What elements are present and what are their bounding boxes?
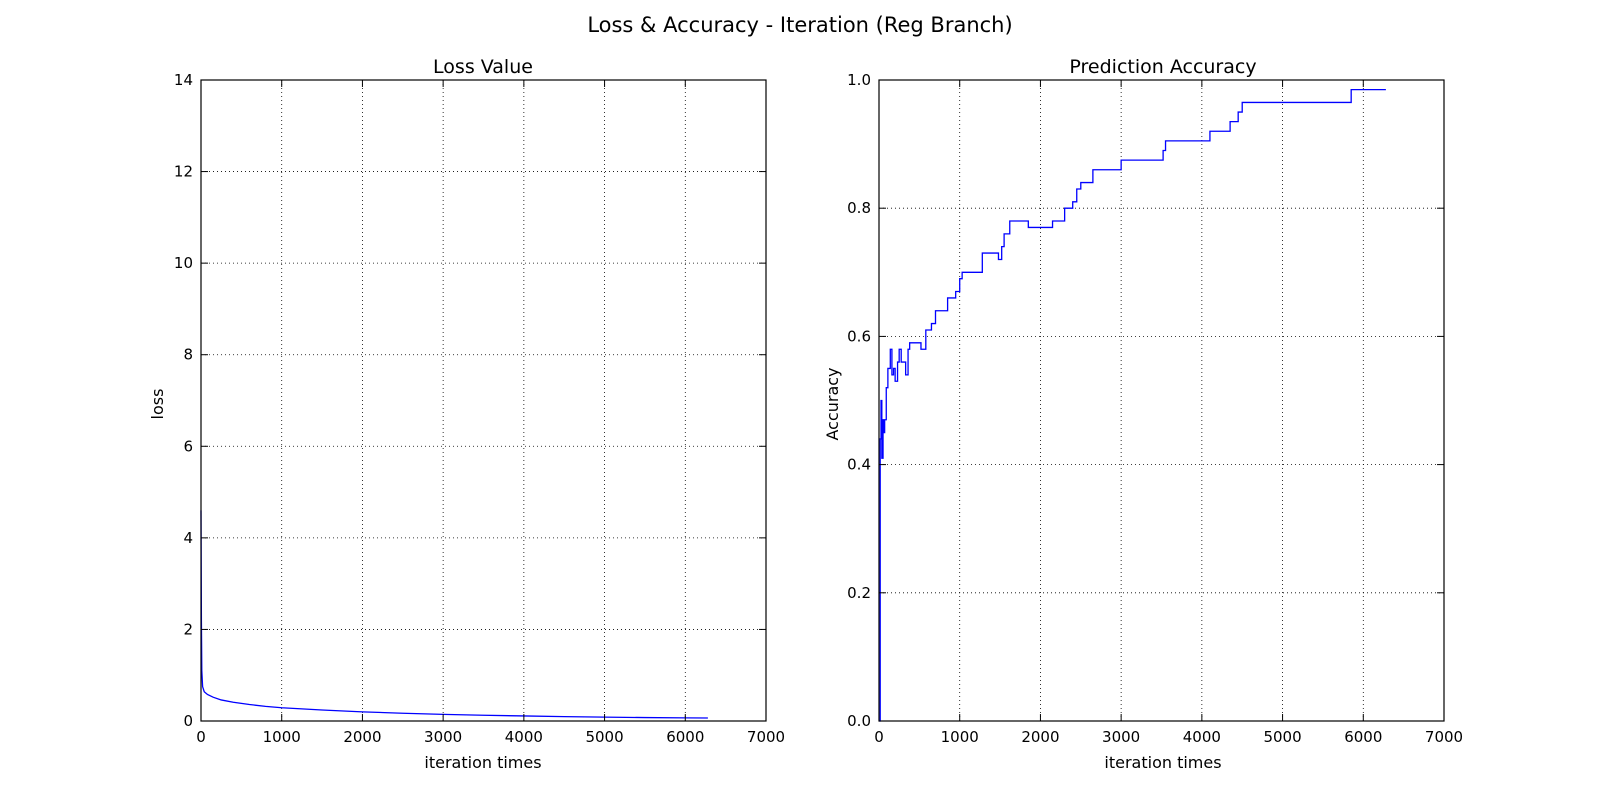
accuracy-chart-plot-area	[878, 79, 1445, 722]
accuracy-chart-x-tick-label: 2000	[1021, 728, 1059, 746]
loss-chart-x-tick-label: 3000	[424, 728, 462, 746]
loss-chart-x-tick-label: 4000	[505, 728, 543, 746]
loss-chart-x-tick-label: 0	[196, 728, 206, 746]
accuracy-chart-x-tick-label: 1000	[941, 728, 979, 746]
loss-chart-y-tick-label: 2	[183, 620, 193, 638]
loss-chart-y-axis-label: loss	[148, 389, 167, 420]
accuracy-chart-y-tick-label: 0.0	[847, 712, 871, 730]
loss-chart-y-tick-label: 4	[183, 529, 193, 547]
accuracy-chart-x-tick-label: 3000	[1102, 728, 1140, 746]
accuracy-chart-series-line	[879, 88, 1386, 722]
loss-chart-y-tick-label: 8	[183, 346, 193, 364]
accuracy-chart-x-tick-label: 0	[874, 728, 884, 746]
accuracy-chart-y-tick-label: 0.2	[847, 584, 871, 602]
loss-chart-y-tick-label: 10	[174, 254, 193, 272]
accuracy-chart-y-tick-label: 1.0	[847, 71, 871, 89]
loss-chart-x-axis-label: iteration times	[424, 753, 541, 772]
accuracy-chart-title: Prediction Accuracy	[1069, 56, 1256, 78]
accuracy-chart-x-tick-label: 5000	[1263, 728, 1301, 746]
loss-chart: Loss Value 0 1000 2000 3000 4000 5000 6000 7000…	[148, 56, 785, 772]
accuracy-chart-y-tick-label: 0.4	[847, 456, 871, 474]
accuracy-chart-y-ticks: 0.0 0.2 0.4 0.6 0.8 1.0	[847, 71, 1444, 730]
accuracy-chart-axes-frame	[878, 79, 1445, 722]
loss-chart-x-tick-label: 2000	[343, 728, 381, 746]
accuracy-chart-y-tick-label: 0.8	[847, 199, 871, 217]
loss-chart-x-tick-label: 5000	[585, 728, 623, 746]
accuracy-chart: Prediction Accuracy 0 1000 2000 3000 4000 500…	[823, 56, 1463, 772]
loss-chart-x-tick-label: 7000	[747, 728, 785, 746]
loss-chart-series-line	[200, 510, 708, 719]
accuracy-chart-x-axis-label: iteration times	[1104, 753, 1221, 772]
loss-chart-y-tick-label: 0	[183, 712, 193, 730]
loss-chart-x-tick-label: 6000	[666, 728, 704, 746]
accuracy-chart-y-axis-label: Accuracy	[823, 367, 842, 440]
loss-chart-plot-area	[200, 79, 767, 722]
loss-chart-y-tick-label: 14	[174, 71, 193, 89]
loss-chart-title: Loss Value	[433, 56, 533, 78]
loss-chart-grid	[201, 80, 766, 721]
accuracy-chart-x-ticks: 0 1000 2000 3000 4000 5000 6000 7000	[874, 80, 1463, 746]
loss-chart-axes-frame	[200, 79, 767, 722]
loss-chart-y-tick-label: 6	[183, 437, 193, 455]
accuracy-chart-x-tick-label: 7000	[1425, 728, 1463, 746]
accuracy-chart-x-tick-label: 6000	[1344, 728, 1382, 746]
figure-suptitle: Loss & Accuracy - Iteration (Reg Branch)	[587, 13, 1012, 37]
loss-chart-y-tick-label: 12	[174, 163, 193, 181]
loss-chart-x-ticks: 0 1000 2000 3000 4000 5000 6000 7000	[196, 80, 785, 746]
loss-chart-x-tick-label: 1000	[263, 728, 301, 746]
loss-chart-y-ticks: 0 2 4 6 8 10 12 14	[174, 71, 766, 730]
accuracy-chart-grid	[879, 80, 1444, 721]
accuracy-chart-y-tick-label: 0.6	[847, 327, 871, 345]
accuracy-chart-x-tick-label: 4000	[1183, 728, 1221, 746]
